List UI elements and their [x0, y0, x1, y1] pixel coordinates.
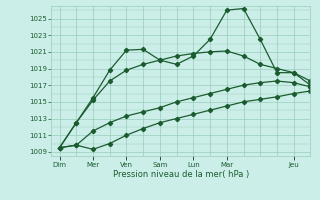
X-axis label: Pression niveau de la mer( hPa ): Pression niveau de la mer( hPa ) — [113, 170, 249, 179]
